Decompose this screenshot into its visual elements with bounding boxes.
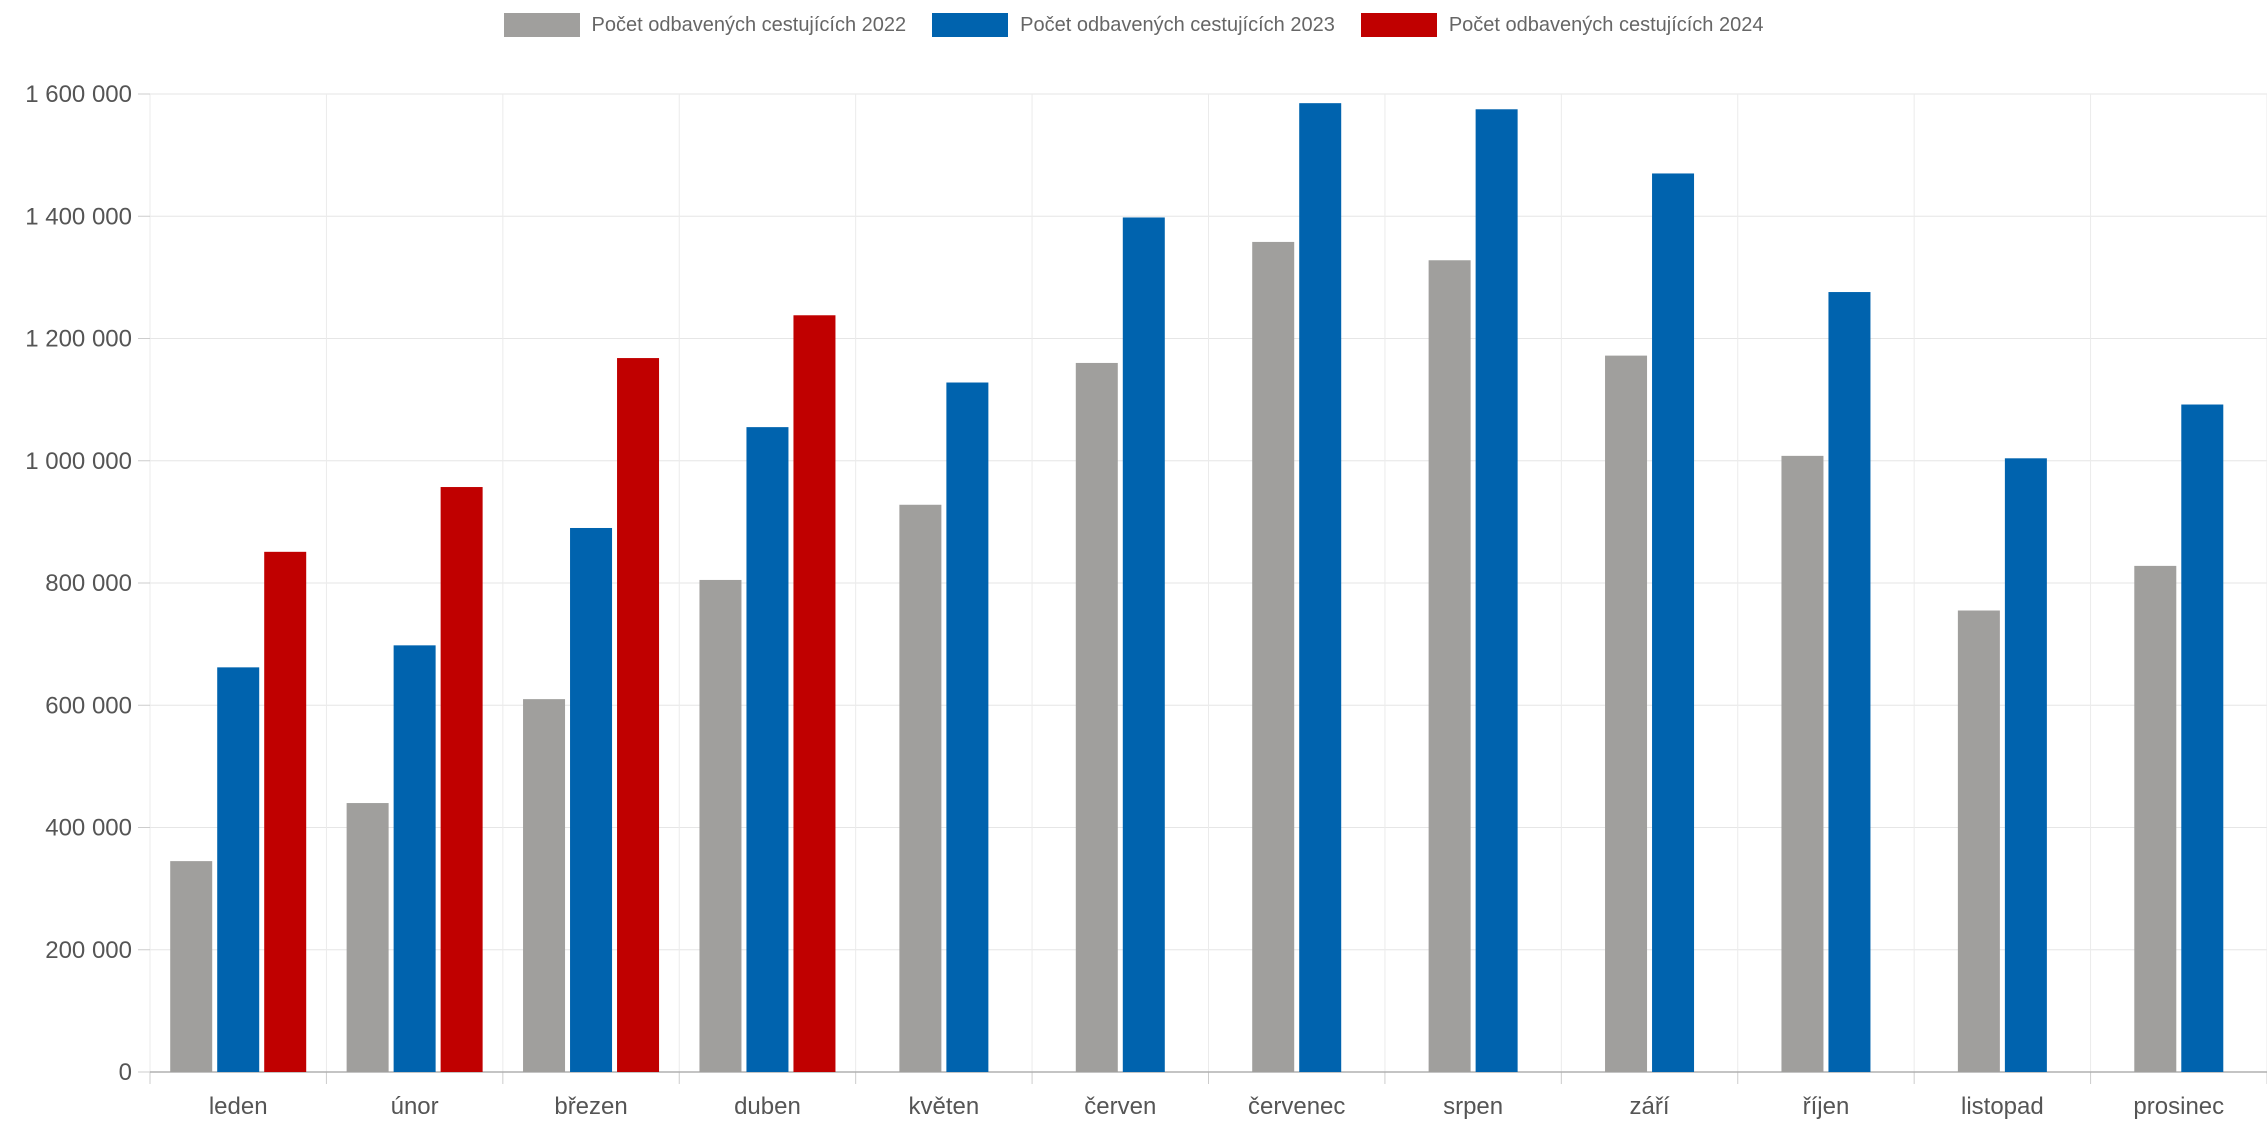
legend-label-2023: Počet odbavených cestujících 2023 <box>1020 13 1335 36</box>
grid <box>149 93 2267 1073</box>
bar-únor-series-1[interactable] <box>346 803 389 1072</box>
legend-label-2022: Počet odbavených cestujících 2022 <box>591 13 907 36</box>
bar-červen-series-2[interactable] <box>1122 217 1165 1072</box>
bar-duben-series-2[interactable] <box>746 427 789 1073</box>
legend-label-2024: Počet odbavených cestujících 2024 <box>1448 13 1764 36</box>
x-tick-label: prosinec <box>2133 1093 2224 1120</box>
tick-labels: 0 200 000 400 000 600 000 800 000 1 000 000 1 … <box>25 81 2224 1120</box>
bar-listopad-series-1[interactable] <box>1957 610 2000 1072</box>
bar-červenec-series-2[interactable] <box>1299 103 1342 1072</box>
x-tick-label: listopad <box>1961 1093 2044 1120</box>
y-tick-label: 800 000 <box>45 570 132 597</box>
bar-duben-series-3[interactable] <box>793 315 836 1073</box>
bar-leden-series-1[interactable] <box>170 861 213 1072</box>
bar-březen-series-2[interactable] <box>570 527 613 1072</box>
x-tick-label: září <box>1630 1093 1670 1120</box>
legend-item-2023[interactable]: Počet odbavených cestujících 2023 <box>932 13 1335 37</box>
x-tick-label: srpen <box>1443 1093 1503 1120</box>
bar-květen-series-2[interactable] <box>946 382 989 1072</box>
y-tick-label: 1 000 000 <box>25 448 132 475</box>
y-tick-label: 0 <box>119 1059 132 1086</box>
bar-prosinec-series-2[interactable] <box>2181 404 2224 1072</box>
bar-prosinec-series-1[interactable] <box>2134 565 2177 1072</box>
bar-srpen-series-2[interactable] <box>1475 109 1518 1072</box>
x-tick-label: červenec <box>1248 1093 1345 1120</box>
legend-swatch-2023 <box>932 13 1009 37</box>
y-tick-label: 600 000 <box>45 692 132 719</box>
bar-září-series-1[interactable] <box>1605 355 1648 1072</box>
axes <box>138 93 2267 1084</box>
legend-swatch-2022 <box>503 13 580 37</box>
legend-swatch-2024 <box>1360 13 1437 37</box>
y-tick-label: 200 000 <box>45 937 132 964</box>
bar-březen-series-1[interactable] <box>523 699 566 1072</box>
bar-únor-series-3[interactable] <box>440 487 483 1072</box>
bar-říjen-series-2[interactable] <box>1828 292 1871 1072</box>
x-tick-label: červen <box>1084 1093 1156 1120</box>
bar-únor-series-2[interactable] <box>393 645 436 1072</box>
x-tick-label: únor <box>391 1093 439 1120</box>
bar-červen-series-1[interactable] <box>1075 362 1118 1072</box>
x-tick-label: květen <box>909 1093 980 1120</box>
bar-březen-series-3[interactable] <box>617 358 660 1072</box>
x-tick-label: březen <box>554 1093 627 1120</box>
chart-legend: Počet odbavených cestujících 2022 Počet … <box>0 10 2267 40</box>
x-tick-label: duben <box>734 1093 801 1120</box>
bars <box>170 103 2224 1073</box>
bar-duben-series-1[interactable] <box>699 579 742 1072</box>
bar-srpen-series-1[interactable] <box>1428 260 1471 1072</box>
bar-září-series-2[interactable] <box>1652 173 1695 1072</box>
y-tick-label: 1 200 000 <box>25 326 132 353</box>
x-tick-label: leden <box>209 1093 268 1120</box>
bar-květen-series-1[interactable] <box>899 504 942 1072</box>
y-tick-label: 400 000 <box>45 815 132 842</box>
bar-leden-series-2[interactable] <box>217 667 260 1072</box>
bar-leden-series-3[interactable] <box>264 551 307 1072</box>
y-tick-label: 1 400 000 <box>25 203 132 230</box>
y-tick-label: 1 600 000 <box>25 81 132 108</box>
bar-říjen-series-1[interactable] <box>1781 455 1824 1072</box>
legend-item-2024[interactable]: Počet odbavených cestujících 2024 <box>1360 13 1764 37</box>
legend-item-2022[interactable]: Počet odbavených cestujících 2022 <box>503 13 907 37</box>
bar-listopad-series-2[interactable] <box>2004 458 2047 1072</box>
bar-červenec-series-1[interactable] <box>1252 241 1295 1073</box>
x-tick-label: říjen <box>1803 1093 1850 1120</box>
